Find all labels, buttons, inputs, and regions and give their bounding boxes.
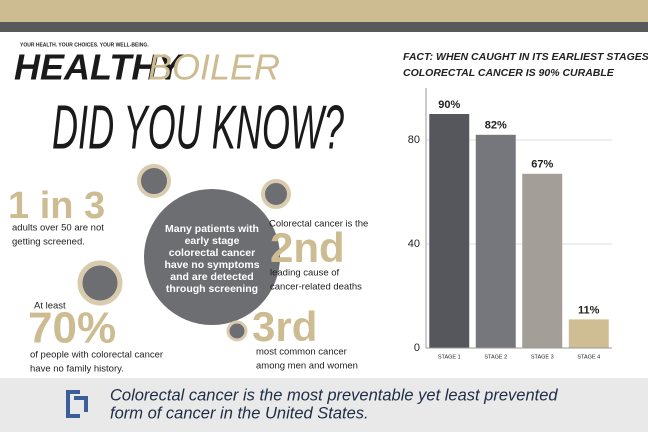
bar <box>475 134 516 348</box>
brand-bold: HEALTHY <box>14 47 184 88</box>
fact-big: 70% <box>28 304 116 353</box>
fact-big: 2nd <box>270 224 345 271</box>
fact-big: 1 in 3 <box>8 185 105 227</box>
x-tick-label: STAGE 1 <box>438 354 461 360</box>
center-circle <box>144 189 280 325</box>
footer-icon <box>66 390 88 418</box>
dot <box>261 179 291 209</box>
footer-text: form of cancer in the United States. <box>110 404 369 422</box>
top-band <box>0 0 648 22</box>
value-label: 11% <box>578 304 600 316</box>
center-text: through screening <box>166 283 258 295</box>
fact-text: getting screened. <box>12 237 85 248</box>
y-tick-label: 80 <box>408 134 420 146</box>
bar <box>429 114 470 348</box>
y-tick-label: 40 <box>408 238 420 250</box>
value-label: 82% <box>485 120 507 132</box>
center-text: early stage <box>185 235 240 247</box>
tagline: YOUR HEALTH. YOUR CHOICES. YOUR WELL-BEI… <box>20 42 149 48</box>
x-tick-label: STAGE 3 <box>531 354 554 360</box>
fact-big: 3rd <box>252 303 317 350</box>
fact-text: leading cause of <box>270 268 340 279</box>
bar <box>522 173 563 348</box>
center-text: have no symptoms <box>164 259 259 271</box>
dot <box>226 320 248 342</box>
bar <box>568 319 609 348</box>
top-stripe <box>0 22 648 32</box>
dot <box>77 260 123 306</box>
fact-text: of people with colorectal cancer <box>30 350 163 361</box>
x-tick-label: STAGE 2 <box>484 354 507 360</box>
headline: DID YOU KNOW? <box>52 93 344 162</box>
fact-text: Colorectal cancer is the <box>269 219 368 230</box>
fact-text: among men and women <box>256 361 358 372</box>
brand-light: BOILER <box>148 47 280 88</box>
center-text: colorectal cancer <box>169 247 255 259</box>
fact-text: adults over 50 are not <box>12 223 104 234</box>
value-label: 67% <box>531 159 553 171</box>
footer-band <box>0 378 648 432</box>
dot <box>137 164 171 198</box>
fact-text: cancer-related deaths <box>270 282 362 293</box>
footer-text: Colorectal cancer is the most preventabl… <box>110 386 558 404</box>
chart-title: COLORECTAL CANCER IS 90% CURABLE <box>403 67 615 79</box>
x-tick-label: STAGE 4 <box>577 354 600 360</box>
fact-text: At least <box>34 301 66 312</box>
chart-title: FACT: WHEN CAUGHT IN ITS EARLIEST STAGES… <box>403 51 648 63</box>
center-text: and are detected <box>170 271 253 283</box>
fact-text: most common cancer <box>256 347 347 358</box>
fact-text: have no family history. <box>30 364 124 375</box>
value-label: 90% <box>438 99 460 111</box>
y-tick-label: 0 <box>414 342 420 354</box>
center-text: Many patients with <box>165 223 259 235</box>
